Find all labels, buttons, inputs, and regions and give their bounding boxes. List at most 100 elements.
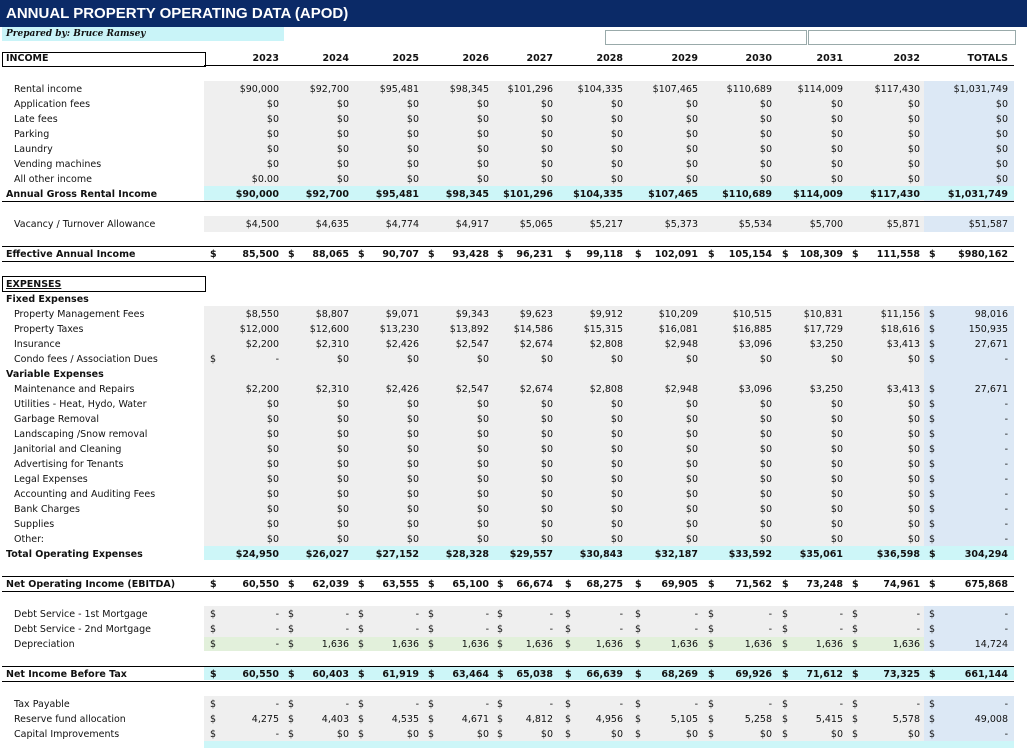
total-cell[interactable]: - — [1004, 414, 1008, 425]
value-cell[interactable]: $0 — [336, 459, 349, 470]
value-cell[interactable]: 68,269 — [661, 669, 698, 680]
value-cell[interactable]: - — [694, 699, 698, 710]
value-cell[interactable]: $0 — [540, 459, 553, 470]
value-cell[interactable]: 69,905 — [661, 579, 698, 590]
value-cell[interactable]: $0 — [476, 144, 489, 155]
value-cell[interactable]: $9,912 — [589, 309, 623, 320]
value-cell[interactable]: $0 — [266, 459, 279, 470]
value-cell[interactable]: $0 — [610, 144, 623, 155]
value-cell[interactable]: $2,674 — [519, 339, 553, 350]
value-cell[interactable]: $0 — [610, 354, 623, 365]
value-cell[interactable]: $11,156 — [880, 309, 920, 320]
value-cell[interactable]: $14,586 — [513, 324, 553, 335]
value-cell[interactable]: $0 — [610, 99, 623, 110]
total-cell[interactable]: 27,671 — [974, 339, 1008, 350]
value-cell[interactable]: $90,000 — [235, 189, 279, 200]
total-cell[interactable]: $0 — [995, 114, 1008, 125]
value-cell[interactable]: $0 — [759, 519, 772, 530]
value-cell[interactable]: $117,430 — [874, 84, 920, 95]
value-cell[interactable]: $13,892 — [449, 324, 489, 335]
value-cell[interactable]: $95,481 — [375, 189, 419, 200]
value-cell[interactable]: $101,296 — [503, 189, 553, 200]
value-cell[interactable]: $0 — [476, 399, 489, 410]
value-cell[interactable]: $92,700 — [309, 84, 349, 95]
value-cell[interactable]: $0 — [610, 519, 623, 530]
value-cell[interactable]: $0 — [759, 354, 772, 365]
value-cell[interactable]: $0 — [266, 144, 279, 155]
value-cell[interactable]: $9,343 — [455, 309, 489, 320]
value-cell[interactable]: 1,636 — [525, 639, 553, 650]
value-cell[interactable]: $0 — [336, 114, 349, 125]
total-cell[interactable]: - — [1004, 729, 1008, 740]
value-cell[interactable]: $3,413 — [886, 339, 920, 350]
value-cell[interactable]: 65,100 — [452, 579, 489, 590]
value-cell[interactable]: $0 — [336, 99, 349, 110]
value-cell[interactable]: $0 — [540, 429, 553, 440]
value-cell[interactable]: 1,636 — [321, 639, 349, 650]
prepared-by-cell[interactable] — [2, 27, 284, 41]
value-cell[interactable]: $0 — [406, 99, 419, 110]
value-cell[interactable]: $0 — [759, 474, 772, 485]
value-cell[interactable]: 102,091 — [654, 249, 698, 260]
value-cell[interactable]: $0 — [336, 129, 349, 140]
value-cell[interactable]: $0 — [336, 354, 349, 365]
value-cell[interactable]: $0 — [540, 144, 553, 155]
value-cell[interactable]: $0 — [685, 519, 698, 530]
value-cell[interactable]: 68,275 — [586, 579, 623, 590]
value-cell[interactable]: $107,465 — [652, 84, 698, 95]
value-cell[interactable]: $30,843 — [579, 549, 623, 560]
value-cell[interactable]: $0 — [907, 159, 920, 170]
value-cell[interactable]: $92,700 — [305, 189, 349, 200]
total-cell[interactable]: 675,868 — [964, 579, 1008, 590]
value-cell[interactable]: $0 — [830, 114, 843, 125]
value-cell[interactable]: $10,515 — [732, 309, 772, 320]
value-cell[interactable]: 62,039 — [312, 579, 349, 590]
value-cell[interactable]: $0 — [266, 99, 279, 110]
value-cell[interactable]: $0 — [830, 504, 843, 515]
value-cell[interactable]: $0 — [266, 399, 279, 410]
value-cell[interactable]: 4,403 — [321, 714, 349, 725]
value-cell[interactable]: $0 — [266, 159, 279, 170]
value-cell[interactable]: - — [916, 609, 920, 620]
value-cell[interactable]: $0 — [610, 414, 623, 425]
total-cell[interactable]: 661,144 — [964, 669, 1008, 680]
value-cell[interactable]: $0 — [540, 414, 553, 425]
value-cell[interactable]: $0 — [476, 354, 489, 365]
value-cell[interactable]: $114,009 — [793, 189, 843, 200]
value-cell[interactable]: $0 — [759, 144, 772, 155]
value-cell[interactable]: $0 — [406, 114, 419, 125]
value-cell[interactable]: $95,481 — [379, 84, 419, 95]
value-cell[interactable]: $0 — [610, 489, 623, 500]
value-cell[interactable]: 5,415 — [815, 714, 843, 725]
value-cell[interactable]: $0 — [685, 414, 698, 425]
value-cell[interactable]: $2,547 — [455, 339, 489, 350]
value-cell[interactable]: $0 — [540, 489, 553, 500]
value-cell[interactable]: - — [415, 624, 419, 635]
value-cell[interactable]: 93,428 — [452, 249, 489, 260]
value-cell[interactable]: $104,335 — [577, 84, 623, 95]
value-cell[interactable]: $0 — [610, 444, 623, 455]
value-cell[interactable]: $17,729 — [803, 324, 843, 335]
value-cell[interactable]: $0 — [907, 174, 920, 185]
value-cell[interactable]: $0 — [685, 99, 698, 110]
value-cell[interactable]: $3,096 — [738, 339, 772, 350]
value-cell[interactable]: $0 — [830, 174, 843, 185]
value-cell[interactable]: $4,774 — [385, 219, 419, 230]
value-cell[interactable]: $8,807 — [315, 309, 349, 320]
total-cell[interactable]: $0 — [995, 174, 1008, 185]
value-cell[interactable]: 74,961 — [883, 579, 920, 590]
total-cell[interactable]: - — [1004, 504, 1008, 515]
value-cell[interactable]: $2,200 — [245, 384, 279, 395]
value-cell[interactable]: $0 — [685, 354, 698, 365]
value-cell[interactable]: 71,562 — [735, 579, 772, 590]
value-cell[interactable]: $0 — [266, 414, 279, 425]
value-cell[interactable]: $32,187 — [654, 549, 698, 560]
value-cell[interactable]: $0 — [540, 174, 553, 185]
total-cell[interactable]: - — [1004, 534, 1008, 545]
value-cell[interactable]: $29,557 — [509, 549, 553, 560]
value-cell[interactable]: $0 — [406, 519, 419, 530]
value-cell[interactable]: $5,065 — [519, 219, 553, 230]
value-cell[interactable]: $0 — [476, 504, 489, 515]
value-cell[interactable]: - — [275, 624, 279, 635]
value-cell[interactable]: $0 — [540, 399, 553, 410]
